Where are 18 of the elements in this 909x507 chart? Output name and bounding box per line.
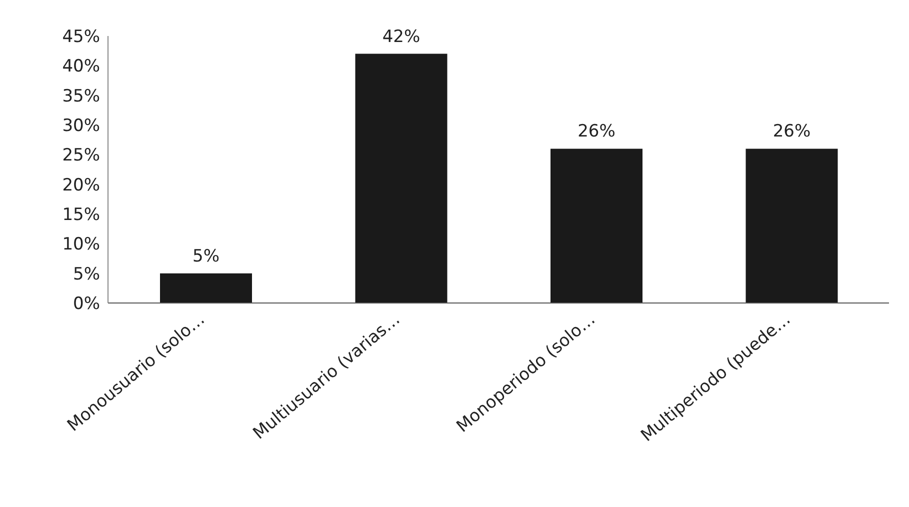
bar bbox=[355, 54, 448, 303]
y-tick-label: 5% bbox=[73, 264, 100, 284]
y-tick-label: 10% bbox=[62, 234, 100, 255]
y-tick-label: 35% bbox=[62, 86, 100, 106]
y-tick-label: 25% bbox=[62, 146, 100, 166]
y-tick-label: 30% bbox=[62, 116, 100, 136]
data-label: 26% bbox=[578, 122, 616, 142]
data-label: 26% bbox=[772, 122, 811, 142]
data-label: 5% bbox=[192, 246, 220, 266]
y-tick-label: 45% bbox=[62, 27, 100, 48]
y-tick-label: 40% bbox=[62, 56, 100, 77]
data-label: 42% bbox=[382, 26, 420, 47]
y-tick-label: 20% bbox=[62, 175, 100, 196]
bar bbox=[550, 148, 642, 303]
bar bbox=[160, 273, 252, 303]
y-tick-label: 15% bbox=[62, 205, 100, 226]
bar bbox=[746, 148, 838, 303]
y-tick-label: 0% bbox=[73, 294, 100, 314]
